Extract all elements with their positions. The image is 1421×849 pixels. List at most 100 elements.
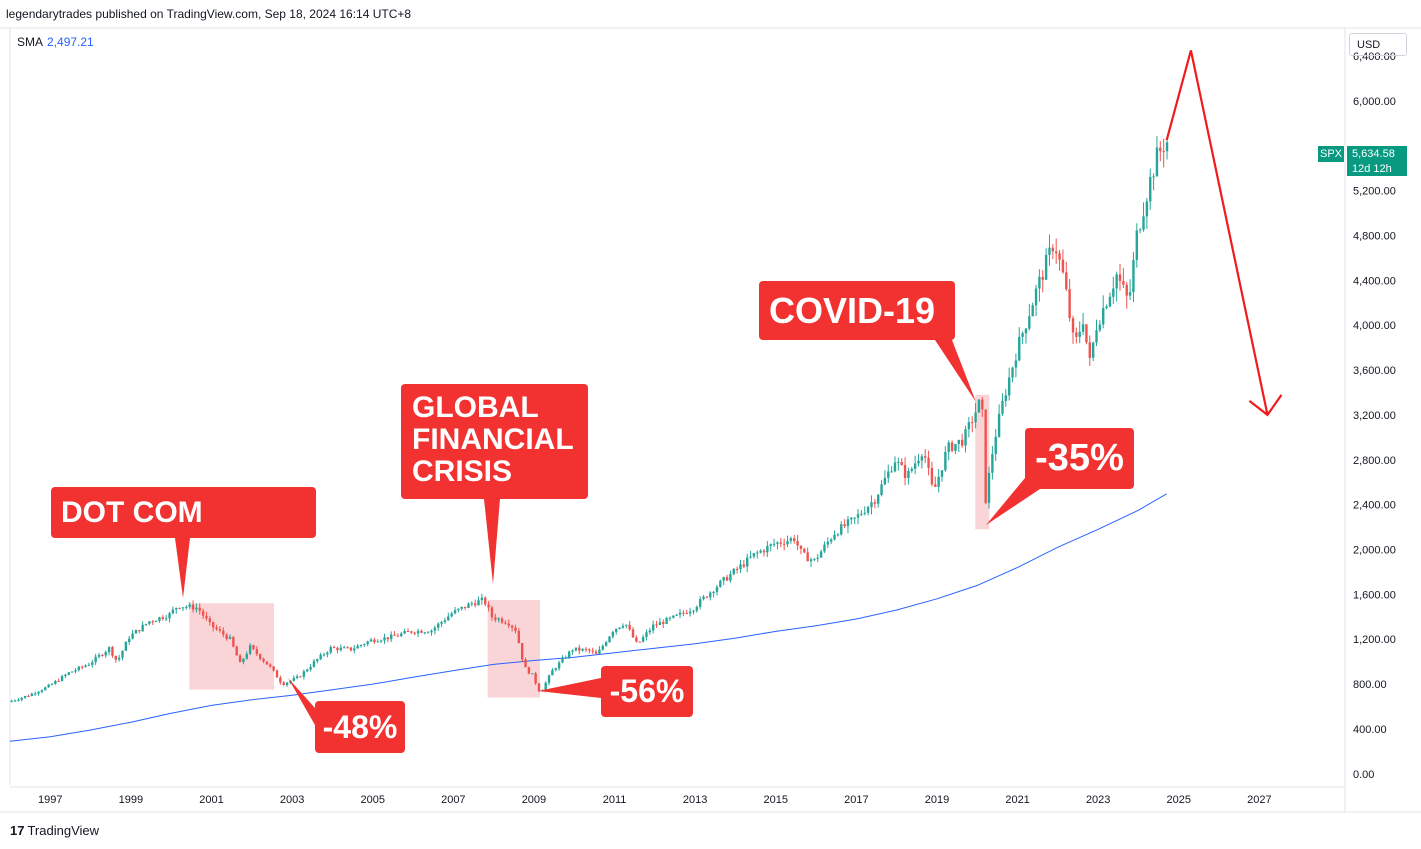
candle-body xyxy=(27,695,30,697)
callout-gfc-line-1: GLOBAL xyxy=(412,391,539,424)
candle-body xyxy=(688,611,692,614)
candle-body xyxy=(20,697,23,700)
candle-body xyxy=(211,622,215,628)
candle-body xyxy=(403,631,406,634)
candle-body xyxy=(124,642,128,651)
candle-body xyxy=(500,618,504,623)
candle-body xyxy=(477,600,480,606)
ticker-countdown: 12d 12h xyxy=(1347,162,1407,176)
candle-body xyxy=(1068,289,1071,319)
candle-body xyxy=(416,630,420,634)
x-tick-label: 2023 xyxy=(1086,794,1110,806)
candle-body xyxy=(782,543,786,545)
candle-body xyxy=(23,695,27,698)
candle-body xyxy=(1165,142,1169,152)
candle-body xyxy=(907,470,910,478)
candle-body xyxy=(235,646,238,656)
candle-body xyxy=(571,650,574,652)
candle-body xyxy=(756,552,759,554)
candle-body xyxy=(840,524,843,535)
candle-body xyxy=(752,553,756,557)
candle-body xyxy=(950,442,954,451)
candle-body xyxy=(897,461,900,463)
candle-body xyxy=(1007,377,1011,396)
candle-body xyxy=(306,669,309,672)
candle-body xyxy=(517,630,521,644)
candle-body xyxy=(977,399,981,413)
candle-body xyxy=(971,422,974,424)
candle-body xyxy=(201,610,205,616)
tradingview-logo[interactable]: 17 TradingView xyxy=(10,823,99,838)
candle-body xyxy=(920,456,924,461)
x-tick-label: 2003 xyxy=(280,794,304,806)
candle-body xyxy=(1058,253,1061,260)
callout-dotcom-drop: -48% xyxy=(315,701,405,753)
candle-body xyxy=(101,655,104,657)
candle-body xyxy=(272,666,275,671)
candle-body xyxy=(900,461,903,466)
candle-body xyxy=(467,603,470,608)
candle-body xyxy=(927,457,930,468)
tradingview-mark-icon: 17 xyxy=(10,823,25,838)
candle-body xyxy=(1118,274,1122,281)
candle-body xyxy=(789,538,793,541)
candle-body xyxy=(1014,360,1018,368)
candle-body xyxy=(151,621,154,623)
x-tick-label: 2001 xyxy=(199,794,223,806)
candle-body xyxy=(994,436,997,454)
candle-body xyxy=(259,654,262,659)
candle-body xyxy=(695,606,699,611)
candle-body xyxy=(1044,254,1048,280)
candle-body xyxy=(662,622,665,624)
gfc-drop-pointer xyxy=(538,678,601,698)
candle-body xyxy=(1004,395,1008,401)
candle-body xyxy=(604,642,608,646)
candle-body xyxy=(1034,288,1038,306)
candle-body xyxy=(406,631,410,633)
candle-body xyxy=(561,658,564,663)
candle-body xyxy=(853,517,856,519)
candle-body xyxy=(13,700,17,702)
candle-body xyxy=(796,540,799,546)
candle-body xyxy=(655,624,658,626)
candle-body xyxy=(161,617,165,619)
candle-body xyxy=(850,517,853,520)
gfc-pointer xyxy=(484,499,500,584)
candle-body xyxy=(746,557,749,567)
candle-body xyxy=(672,615,675,618)
sma-legend[interactable]: SMA 2,497.21 xyxy=(17,35,94,49)
tradingview-name: TradingView xyxy=(27,823,100,838)
x-tick-label: 2027 xyxy=(1247,794,1271,806)
candle-body xyxy=(292,678,296,681)
candle-body xyxy=(793,538,796,541)
candle-body xyxy=(148,621,151,624)
candle-body xyxy=(786,540,789,545)
candle-body xyxy=(191,604,195,610)
candle-body xyxy=(484,597,487,605)
candle-body xyxy=(1018,336,1021,361)
ticker-price: 5,634.58 xyxy=(1347,146,1407,162)
candle-body xyxy=(991,453,994,473)
candle-body xyxy=(37,691,40,694)
candle-body xyxy=(615,628,618,632)
candle-body xyxy=(1138,229,1142,231)
candle-body xyxy=(487,604,490,608)
candle-body xyxy=(510,625,514,628)
y-tick-label: 1,200.00 xyxy=(1353,634,1396,646)
x-tick-label: 2005 xyxy=(360,794,384,806)
candle-body xyxy=(967,422,971,430)
candle-body xyxy=(598,649,601,654)
projection-arrowhead xyxy=(1248,394,1283,417)
candle-body xyxy=(353,648,356,651)
candle-body xyxy=(578,647,581,651)
candle-body xyxy=(299,676,302,678)
candle-body xyxy=(826,541,830,545)
currency-button[interactable]: USD xyxy=(1349,33,1407,56)
candle-body xyxy=(158,617,161,621)
candle-body xyxy=(282,682,285,685)
candle-body xyxy=(121,650,124,658)
candle-body xyxy=(437,623,440,628)
candle-body xyxy=(128,638,131,643)
candle-body xyxy=(178,607,181,609)
